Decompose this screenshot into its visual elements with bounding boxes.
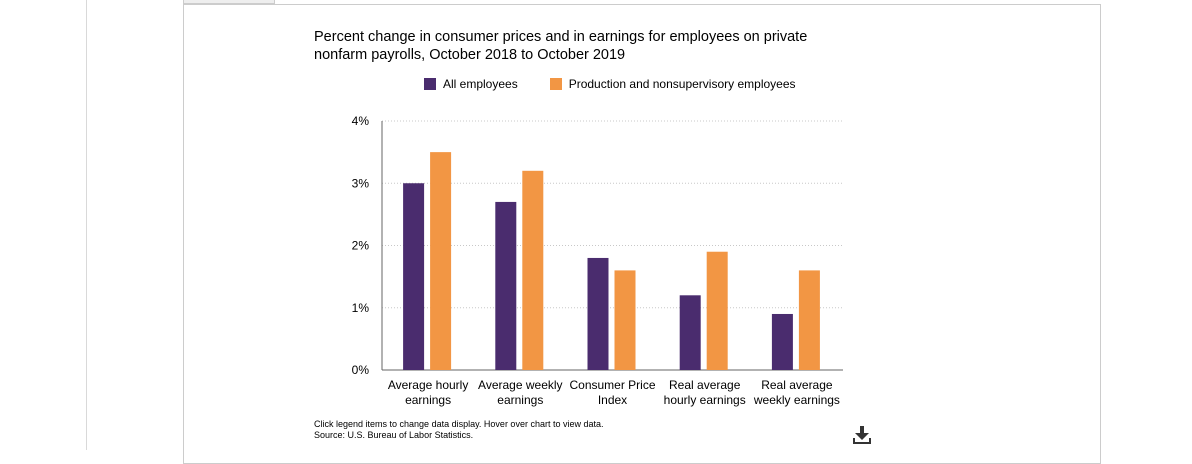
x-tick-label: hourly earnings	[664, 393, 746, 407]
bar[interactable]	[706, 251, 728, 370]
x-tick-label: Real average	[761, 378, 833, 392]
bar[interactable]	[587, 257, 609, 370]
chart-footnote: Click legend items to change data displa…	[314, 419, 603, 441]
y-tick-label: 3%	[352, 176, 370, 190]
chart-legend: All employees Production and nonsupervis…	[424, 76, 796, 92]
page-divider	[86, 0, 87, 450]
x-tick-label: earnings	[497, 393, 543, 407]
legend-label-all-employees: All employees	[443, 77, 518, 91]
legend-swatch-all-employees	[424, 78, 436, 90]
y-tick-label: 2%	[352, 239, 370, 253]
x-tick-label: earnings	[405, 393, 451, 407]
bar-chart: 0%1%2%3%4%Average hourlyearningsAverage …	[352, 114, 843, 407]
bar[interactable]	[771, 313, 793, 370]
bar[interactable]	[403, 183, 425, 370]
legend-swatch-production-employees	[549, 78, 562, 90]
x-tick-label: Index	[598, 393, 627, 407]
chart-title: Percent change in consumer prices and in…	[314, 29, 808, 63]
legend-item-all-employees[interactable]: All employees	[424, 77, 518, 91]
tab-stub[interactable]	[183, 0, 275, 4]
bar[interactable]	[495, 201, 517, 370]
x-tick-label: Real average	[669, 378, 741, 392]
chart-panel	[183, 4, 1101, 464]
footnote-instructions: Click legend items to change data displa…	[314, 419, 604, 429]
bar[interactable]	[522, 170, 544, 370]
bar[interactable]	[679, 295, 701, 370]
x-tick-label: Consumer Price	[569, 378, 655, 392]
x-tick-label: weekly earnings	[753, 393, 840, 407]
y-tick-label: 1%	[352, 301, 370, 315]
download-button[interactable]	[850, 424, 874, 446]
y-tick-label: 0%	[352, 363, 370, 377]
legend-label-production-employees: Production and nonsupervisory employees	[568, 77, 796, 91]
bar[interactable]	[614, 270, 636, 370]
download-icon	[853, 426, 871, 444]
x-tick-label: Average hourly	[388, 378, 469, 392]
bar[interactable]	[798, 270, 820, 370]
bar[interactable]	[430, 152, 452, 370]
legend-item-production-employees[interactable]: Production and nonsupervisory employees	[549, 77, 796, 91]
y-tick-label: 4%	[352, 114, 370, 128]
x-tick-label: Average weekly	[478, 378, 563, 392]
footnote-source: Source: U.S. Bureau of Labor Statistics.	[314, 430, 474, 440]
